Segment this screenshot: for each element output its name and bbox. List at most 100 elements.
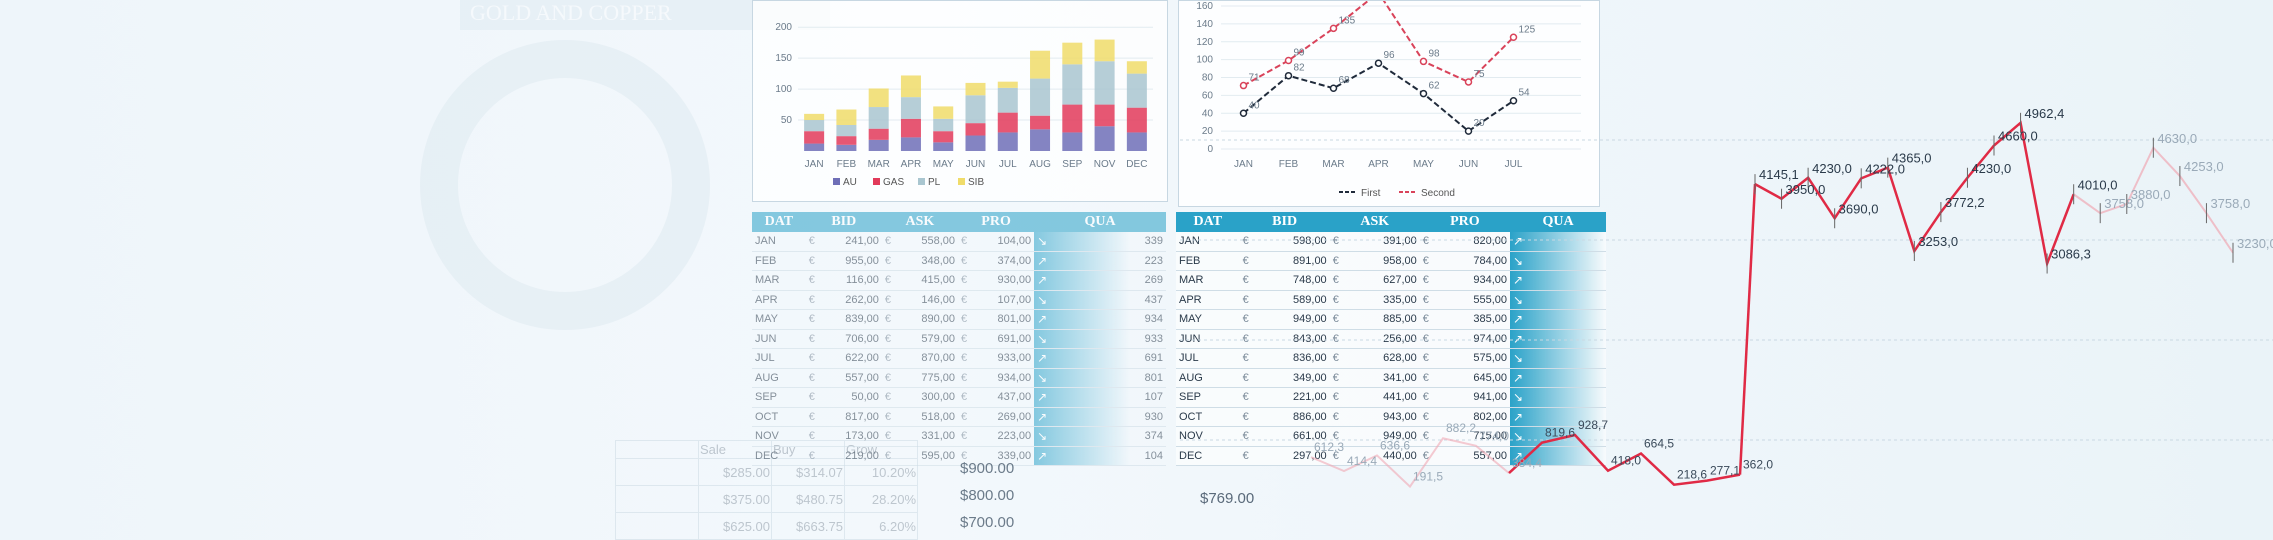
line-category-label: JUL xyxy=(1505,159,1523,170)
cell-ask: 949,00 xyxy=(1350,426,1420,447)
cell-ask: 775,00 xyxy=(899,368,958,388)
bar-segment xyxy=(900,75,921,98)
line-ytick-label: 100 xyxy=(1196,55,1213,66)
line-point xyxy=(1419,57,1428,66)
cell-currency: € xyxy=(1239,387,1261,408)
cell-currency: € xyxy=(958,251,976,271)
line-point-label: 75 xyxy=(1474,69,1486,80)
cell-qua: 934 xyxy=(1130,309,1166,330)
bar-segment xyxy=(997,132,1018,151)
cell-qua: 930 xyxy=(1130,407,1166,427)
cell-ask: 348,00 xyxy=(899,251,958,271)
cell-ask: 300,00 xyxy=(899,387,958,408)
bar-segment xyxy=(965,135,986,151)
cell-ask: 627,00 xyxy=(1350,270,1420,291)
cell-currency: € xyxy=(881,407,900,427)
col-qua: QUA xyxy=(1034,212,1166,232)
cell-currency: € xyxy=(1329,270,1351,291)
bar-segment xyxy=(965,82,986,96)
cell-currency: € xyxy=(1419,329,1441,349)
trend-arrow-icon: ↗ xyxy=(1034,407,1131,427)
cell-qua: 933 xyxy=(1130,329,1166,349)
cell-ask: 331,00 xyxy=(899,426,958,447)
price-lower-label: 277,1 xyxy=(1710,464,1740,478)
cell-qua: 339 xyxy=(1130,232,1166,252)
cell-currency: € xyxy=(1239,407,1261,427)
cell-currency: € xyxy=(958,348,976,369)
bar-segment xyxy=(868,88,889,108)
table-row: OCT €817,00 €518,00 €269,00 ↗ 930 xyxy=(752,407,1166,427)
price-point-label: 4253,0 xyxy=(2184,159,2224,174)
line-point xyxy=(1239,109,1248,117)
price-point-label: 3230,0 xyxy=(2237,236,2273,251)
line-point xyxy=(1464,127,1473,135)
table-row: MAR €748,00 €627,00 €934,00 ↗ xyxy=(1176,270,1606,291)
cell-qua: 801 xyxy=(1130,368,1166,388)
left-data-table: DAT BID ASK PRO QUA JAN €241,00 €558,00 €10… xyxy=(752,212,1166,466)
price-lower-label: 882,2 xyxy=(1446,421,1476,435)
line-category-label: MAR xyxy=(1322,159,1344,170)
price-lower-label: 819,6 xyxy=(1545,426,1575,440)
cell-currency: € xyxy=(958,426,976,447)
line-ytick-label: 80 xyxy=(1202,73,1214,84)
legend-swatch xyxy=(833,178,840,185)
bar-segment xyxy=(933,106,954,119)
cell-pro: 802,00 xyxy=(1440,407,1510,427)
cell-date: OCT xyxy=(1176,407,1240,427)
cell-pro: 801,00 xyxy=(975,309,1035,330)
cell-date: JUL xyxy=(752,348,806,369)
line-point-label: 82 xyxy=(1294,63,1306,74)
cell-ask: 628,00 xyxy=(1350,348,1420,369)
bar-segment xyxy=(900,97,921,119)
cell-currency: € xyxy=(881,270,900,291)
trend-arrow-icon: ↘ xyxy=(1034,290,1131,310)
col-bid: BID xyxy=(805,212,882,232)
faded-cell: $375.00 xyxy=(698,485,772,513)
table-row: NOV €661,00 €949,00 €715,00 ↘ xyxy=(1176,426,1606,447)
price-point-label: 3758,0 xyxy=(2104,196,2144,211)
cell-currency: € xyxy=(1419,348,1441,369)
price-line-faint xyxy=(1310,437,1510,489)
cell-pro: 269,00 xyxy=(975,407,1035,427)
cell-bid: 661,00 xyxy=(1260,426,1330,447)
cell-qua: 269 xyxy=(1130,270,1166,291)
cell-pro: 934,00 xyxy=(1440,270,1510,291)
legend-swatch xyxy=(958,178,965,185)
price-lower-label: 774,0 xyxy=(1479,429,1509,443)
cell-currency: € xyxy=(958,309,976,330)
cell-date: NOV xyxy=(1176,426,1240,447)
cell-pro: 820,00 xyxy=(1440,232,1510,252)
price-lower-label: 928,7 xyxy=(1578,418,1608,432)
cell-ask: 890,00 xyxy=(899,309,958,330)
trend-arrow-icon: ↗ xyxy=(1510,407,1606,427)
bar-segment xyxy=(1030,129,1051,151)
bottom-axis-tick: $800.00 xyxy=(960,487,1015,504)
bar-category-label: MAY xyxy=(933,159,954,170)
line-point xyxy=(1419,89,1428,98)
trend-arrow-icon: ↗ xyxy=(1034,446,1131,466)
cell-bid: 598,00 xyxy=(1260,232,1330,252)
cell-ask: 146,00 xyxy=(899,290,958,310)
cell-currency: € xyxy=(1329,232,1351,252)
cell-ask: 391,00 xyxy=(1350,232,1420,252)
cell-date: JAN xyxy=(1176,232,1240,252)
bar-ytick-label: 200 xyxy=(775,22,792,33)
line-category-label: APR xyxy=(1368,159,1389,170)
table-row: JUN €706,00 €579,00 €691,00 ↘ 933 xyxy=(752,329,1166,349)
bar-segment xyxy=(836,144,857,151)
cell-date: NOV xyxy=(752,426,806,447)
cell-date: DEC xyxy=(1176,446,1240,466)
trend-arrow-icon: ↘ xyxy=(1034,426,1131,447)
bar-segment xyxy=(1062,132,1083,151)
bar-category-label: JUL xyxy=(999,159,1017,170)
cell-ask: 415,00 xyxy=(899,270,958,291)
cell-currency: € xyxy=(1239,348,1261,369)
cell-ask: 870,00 xyxy=(899,348,958,369)
cell-currency: € xyxy=(1329,446,1351,466)
price-point-label: 3950,0 xyxy=(1786,182,1826,197)
cell-pro: 555,00 xyxy=(1440,290,1510,310)
price-point-label: 4230,0 xyxy=(1812,161,1852,176)
cell-currency: € xyxy=(1329,407,1351,427)
price-point-label: 3690,0 xyxy=(1839,201,1879,216)
